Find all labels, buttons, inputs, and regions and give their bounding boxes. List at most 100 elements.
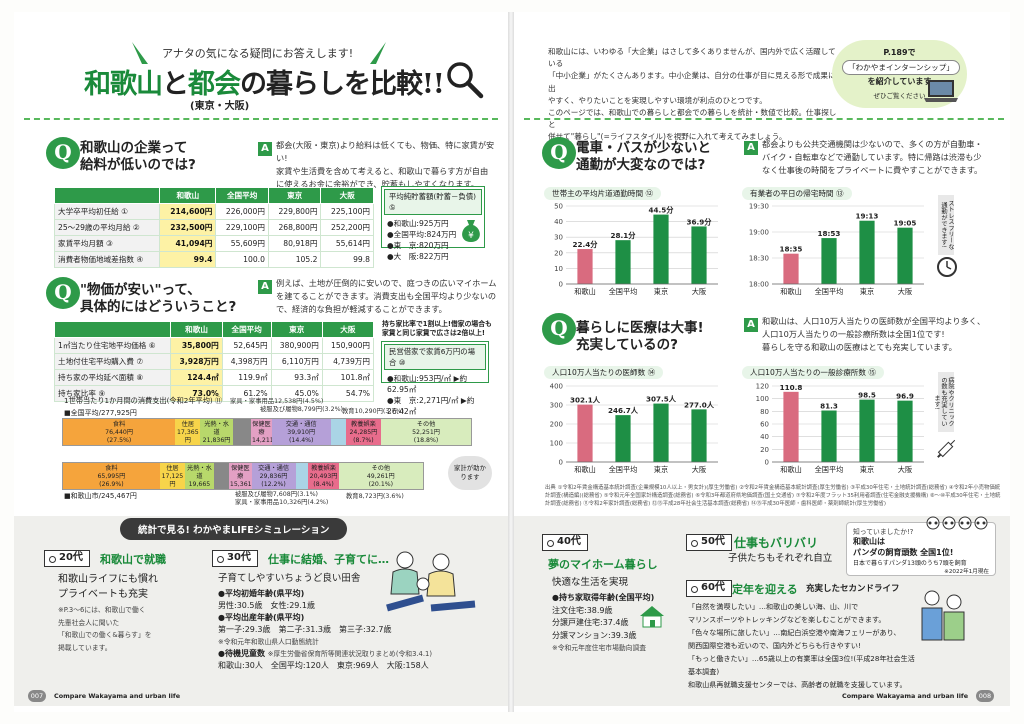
spend-segment-label: 17,365円 [177,429,199,444]
q1-salary-table: 和歌山 全国平均 東京 大阪 大学卒平均初任給 ① 214,600円 226,000円 22… [53,187,374,268]
y-tick-label: 30 [554,234,563,242]
y-tick-label: 0 [559,281,563,289]
data-label: 96.9 [896,392,914,401]
data-label: 18:53 [818,229,841,238]
spend-segment: 教養娯楽 20,493円 (8.4%) [308,463,339,489]
title-rest: の暮らしを比較!! [240,69,445,100]
chart-title: 人口10万人当たりの医師数 ⑭ [544,366,664,379]
s30-text: 子育てしやすいちょうど良い田舎 [218,573,361,584]
data-label: 81.3 [820,402,838,411]
spend-segment-label: 17,125円 [161,473,184,488]
senior-couple-illustration-icon [921,590,965,641]
money-bag-icon: ¥ [462,220,480,242]
page-title: 和歌山と都会の暮らしを比較!! [84,62,445,101]
spend-segment-label: 住居 [181,421,195,428]
spend-top-note-edu: 教育10,290円(3.7%) [342,408,404,415]
chart-bar [615,415,631,462]
spend-segment: その他 52,251円 (18.8%) [381,419,471,445]
spend-segment [213,463,229,489]
spend-segment [330,419,346,445]
s40-title: 夢のマイホーム暮らし [548,558,658,571]
table-row: 1㎡当たり住宅地平均価格 ⑥ 35,800円 52,645円 380,900円 150,… [53,337,375,354]
s40-stats: ●持ち家取得年齢(全国平均) 注文住宅:38.9歳 分譲戸建住宅:37.4歳 分譲マ… [552,593,655,652]
s20-text: 和歌山ライフにも慣れ プライベートも充実 [58,574,158,600]
q-bubble-icon: Q [46,137,80,169]
green-accent-icon [370,42,386,64]
spend-segment-label: (12.2%) [261,481,286,488]
x-tick-label: 大阪 [692,287,706,296]
chart-bar [577,249,593,284]
q2-title: "物価が安い"って、 具体的にはどういうこと? [80,282,237,315]
s60-title: 定年を迎える [732,583,798,596]
chart-bar [691,226,707,284]
a-badge-icon: A [744,141,758,155]
s20-title: 和歌山で就職 [100,553,166,566]
spend-segment-label: 52,251円 [412,429,440,436]
page-subtitle: (東京・大阪) [190,101,250,112]
spend-segment-label: 21,836円 [202,437,231,444]
spend-bar-national: 食料76,440円(27.5%)住居17,365円(6.2%)光熱・水道21,8… [62,418,472,446]
q1-answer: 都会(大阪・東京)より給料は低くても、物価、特に家賃が安い! 家賃や生活費を含めて… [276,140,495,189]
header-divider-left [24,118,498,120]
house-icon [640,606,664,628]
spend-segment-label: その他 [371,465,391,472]
a-badge-icon: A [258,280,272,294]
simulation-band-left [14,516,508,706]
a-badge-icon: A [258,142,272,156]
title-wakayama: 和歌山 [84,69,163,100]
age-tag-20: 20代 [44,550,90,567]
q1-title: 和歌山の企業って 給料が低いのでは? [80,140,196,173]
magnifier-icon [447,62,484,99]
spend-segment-label: 20,493円 [309,473,338,480]
age-tag-30: 30代 [212,550,258,567]
spend-segment [295,463,309,489]
laptop-icon [924,80,958,102]
chart-bar [653,403,669,462]
callout-line4: ぜひご覧ください [873,92,926,100]
page-number-right: 008 [976,690,994,702]
spend-segment-label: 保健医療 [230,465,250,480]
y-tick-label: 18:30 [749,255,769,263]
chart-bar [691,409,707,462]
table-row: 土地付住宅平均購入費 ⑦ 3,928万円 4,398万円 6,110万円 4,739万円 [53,353,375,370]
spend-segment-label: 24,285円 [349,429,378,436]
y-tick-label: 20 [554,249,563,257]
x-tick-label: 東京 [654,465,668,474]
spend-segment-label: (20.1%) [368,481,394,488]
x-tick-label: 大阪 [692,465,706,474]
s30-title: 仕事に結婚、子育てに… [268,553,389,566]
x-tick-label: 東京 [860,287,874,296]
page-number-left: 007 [28,690,46,702]
spend-segment: 交通・通信 29,836円 (12.2%) [251,463,296,489]
spend-segment-label: 19,665円 [188,481,211,488]
wakayama-label: ■和歌山市/245,467円 [64,492,137,500]
spend-chart-title: 1世帯当たり1か月間の消費支出(令和2年平均) ⑪ [64,396,223,405]
clock-icon [937,257,957,277]
y-tick-label: 200 [550,421,563,429]
table-row: 25～29歳の平均月給 ② 232,500円 229,100円 268,800円 252… [53,219,374,236]
simulation-header: 統計で見る! わかやまLIFEシミュレーション [120,518,348,540]
x-tick-label: 全国平均 [609,287,638,296]
spend-segment-label: (8.4%) [313,481,334,488]
x-tick-label: 和歌山 [574,287,596,296]
panda-line1: 和歌山は [853,537,885,546]
table-row: 持ち家比率 ⑨ 73.0% 61.2% 45.0% 54.7% [53,385,375,402]
callout-line1: P.189で [883,48,916,57]
data-label: 36.9分 [687,217,713,226]
chart-bar [897,400,913,462]
y-tick-label: 400 [550,383,563,391]
data-label: 110.8 [780,383,803,392]
spend-segment-label: (26.9%) [99,481,124,488]
spend-segment-label: 食料 [112,421,126,428]
spend-segment-label: 49,261円 [366,473,395,480]
chart-bar [783,253,799,284]
callout-line2: 「わかやまインターンシップ」 [842,60,960,75]
spend-segment-label: 交通・通信 [285,421,317,428]
chart-title: 有業者の平日の帰宅時間 ⑬ [742,187,852,200]
spend-segment-label: 76,440円 [105,429,134,436]
chart-bar [615,240,631,284]
x-tick-label: 東京 [654,287,668,296]
